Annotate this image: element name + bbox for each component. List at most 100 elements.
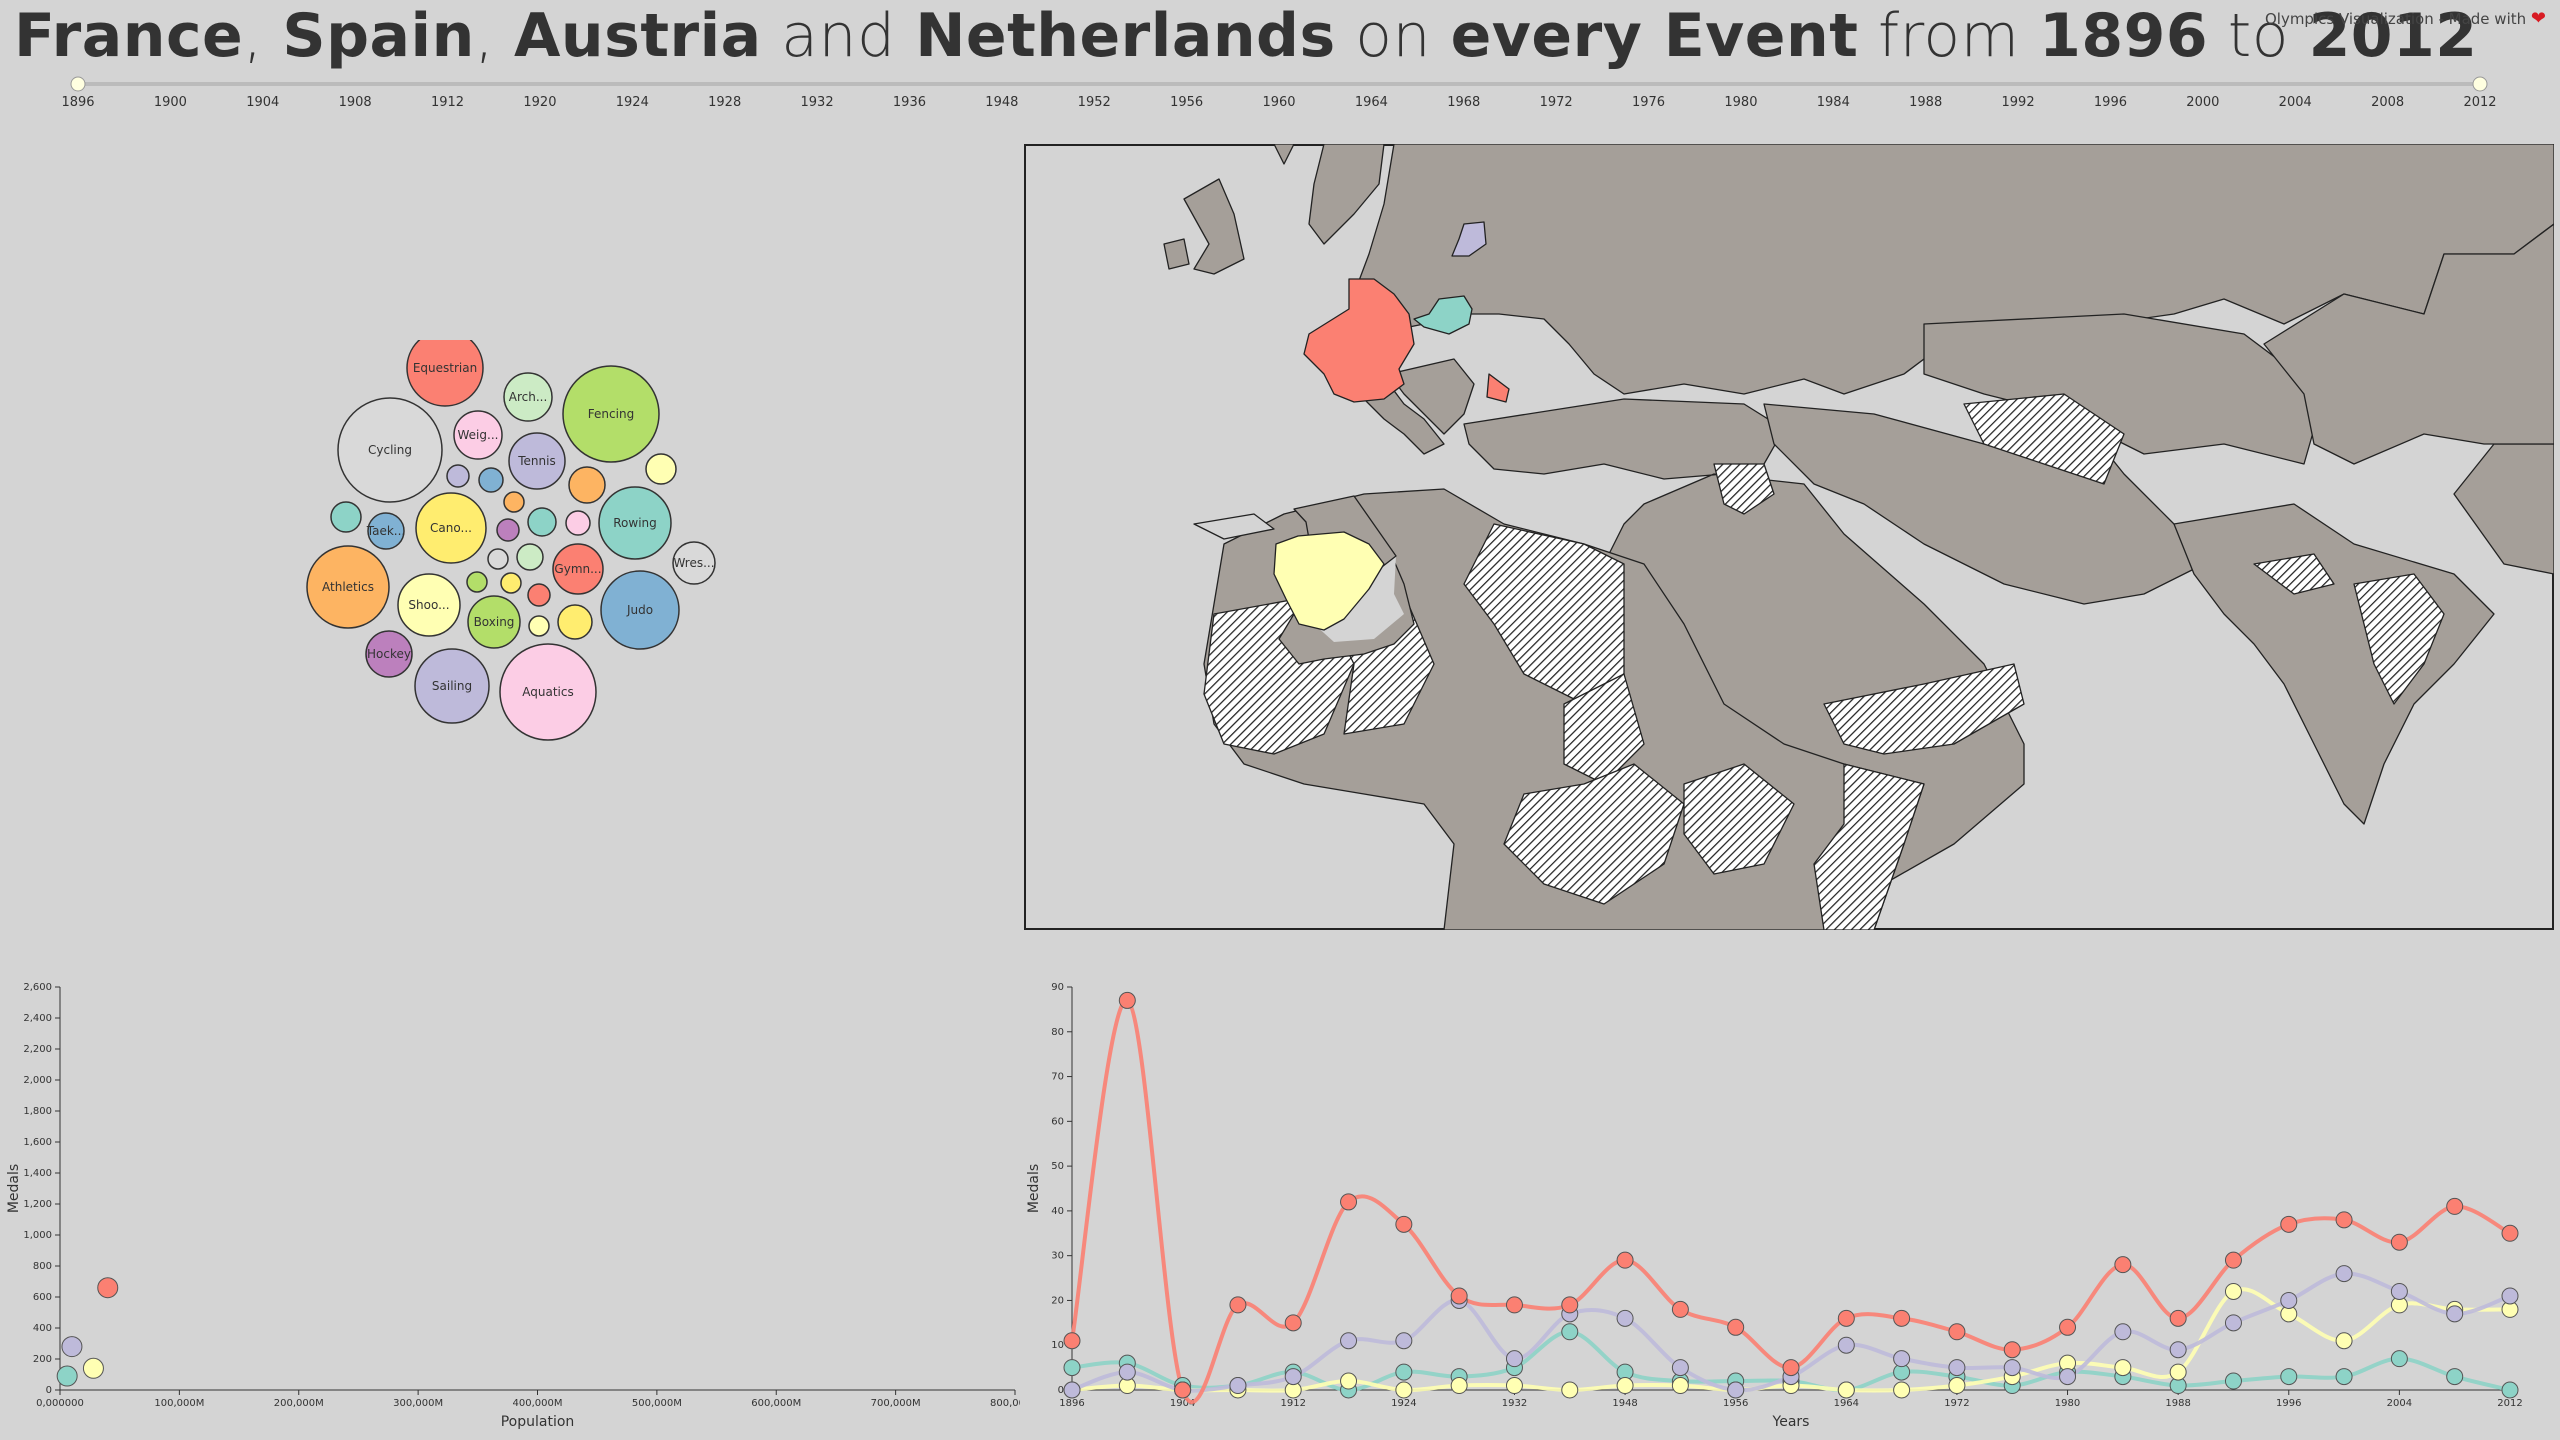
sport-bubble[interactable]	[500, 572, 522, 594]
series-point-netherlands[interactable]	[2446, 1305, 2464, 1323]
sport-bubble-circle[interactable]	[414, 648, 490, 724]
series-point-spain[interactable]	[1671, 1377, 1689, 1395]
sport-bubble-circle[interactable]	[503, 491, 525, 513]
series-point-austria[interactable]	[1063, 1359, 1081, 1377]
series-point-austria[interactable]	[2224, 1372, 2242, 1390]
sport-bubble-circle[interactable]	[306, 545, 390, 629]
sport-bubble-circle[interactable]	[406, 340, 484, 407]
sport-bubble-circle[interactable]	[503, 372, 553, 422]
series-point-austria[interactable]	[1561, 1323, 1579, 1341]
map-country-austria[interactable]	[1413, 295, 1473, 335]
sport-bubble[interactable]: Rowing	[598, 486, 672, 560]
series-point-france[interactable]	[2003, 1341, 2021, 1359]
map-scandinavia[interactable]	[1273, 144, 1385, 245]
series-point-france[interactable]	[2390, 1233, 2408, 1251]
world-map[interactable]	[1024, 144, 2554, 930]
series-point-austria[interactable]	[2501, 1381, 2519, 1399]
sport-bubble[interactable]	[527, 583, 551, 607]
series-point-austria[interactable]	[2280, 1368, 2298, 1386]
map-nodata-yemen[interactable]	[1823, 663, 2025, 755]
series-point-netherlands[interactable]	[1616, 1309, 1634, 1327]
sport-bubble[interactable]	[330, 501, 362, 533]
series-point-spain[interactable]	[1395, 1381, 1413, 1399]
scatter-point-spain[interactable]	[82, 1357, 104, 1379]
series-point-netherlands[interactable]	[1118, 1363, 1136, 1381]
series-point-austria[interactable]	[2390, 1350, 2408, 1368]
sport-bubble-circle[interactable]	[397, 573, 461, 637]
sport-bubble-circle[interactable]	[337, 397, 443, 503]
series-point-france[interactable]	[1782, 1359, 1800, 1377]
series-point-spain[interactable]	[1893, 1381, 1911, 1399]
sport-bubble-circle[interactable]	[516, 543, 544, 571]
series-point-netherlands[interactable]	[2280, 1291, 2298, 1309]
series-point-france[interactable]	[2280, 1215, 2298, 1233]
series-point-spain[interactable]	[1561, 1381, 1579, 1399]
series-point-netherlands[interactable]	[2114, 1323, 2132, 1341]
sport-bubble-circle[interactable]	[557, 604, 593, 640]
series-point-netherlands[interactable]	[2390, 1282, 2408, 1300]
series-point-netherlands[interactable]	[1063, 1381, 1081, 1399]
sport-bubble[interactable]	[503, 491, 525, 513]
map-nodata-chad[interactable]	[1563, 673, 1645, 785]
series-point-netherlands[interactable]	[2003, 1359, 2021, 1377]
scatter-point-france[interactable]	[97, 1277, 119, 1299]
map-east-asia[interactable]	[2263, 223, 2554, 465]
map-nodata-central-africa[interactable]	[1503, 763, 1685, 905]
series-point-netherlands[interactable]	[1395, 1332, 1413, 1350]
map-nodata-india[interactable]	[2253, 553, 2445, 705]
sport-bubble[interactable]: Cycling	[337, 397, 443, 503]
sport-bubble[interactable]	[557, 604, 593, 640]
scatter-point-netherlands[interactable]	[61, 1336, 83, 1358]
sport-bubble[interactable]	[446, 464, 470, 488]
sport-bubble[interactable]	[516, 543, 544, 571]
series-point-netherlands[interactable]	[1727, 1381, 1745, 1399]
sport-bubble[interactable]	[645, 453, 677, 485]
series-point-spain[interactable]	[2335, 1332, 2353, 1350]
scatter-point-austria[interactable]	[56, 1365, 78, 1387]
sport-bubble[interactable]: Sailing	[414, 648, 490, 724]
sport-bubble-circle[interactable]	[467, 595, 521, 649]
series-point-netherlands[interactable]	[1837, 1336, 1855, 1354]
series-point-netherlands[interactable]	[1284, 1368, 1302, 1386]
sport-bubble-circle[interactable]	[527, 507, 557, 537]
map-country-netherlands[interactable]	[1451, 221, 1487, 257]
series-point-netherlands[interactable]	[1340, 1332, 1358, 1350]
sport-bubble[interactable]	[487, 548, 509, 570]
series-point-france[interactable]	[1118, 991, 1136, 1009]
sport-bubble[interactable]	[528, 615, 550, 637]
series-point-france[interactable]	[1340, 1193, 1358, 1211]
sport-bubble-circle[interactable]	[645, 453, 677, 485]
series-point-france[interactable]	[1229, 1296, 1247, 1314]
series-point-france[interactable]	[1284, 1314, 1302, 1332]
map-nodata-turkmenistan[interactable]	[1963, 393, 2125, 485]
series-point-netherlands[interactable]	[2501, 1287, 2519, 1305]
series-point-spain[interactable]	[1340, 1372, 1358, 1390]
series-point-france[interactable]	[2446, 1197, 2464, 1215]
series-point-austria[interactable]	[1395, 1363, 1413, 1381]
sport-bubble[interactable]	[565, 510, 591, 536]
series-point-netherlands[interactable]	[1505, 1350, 1523, 1368]
sport-bubble-circle[interactable]	[528, 615, 550, 637]
series-point-netherlands[interactable]	[1671, 1359, 1689, 1377]
series-point-spain[interactable]	[2169, 1363, 2187, 1381]
series-point-spain[interactable]	[1837, 1381, 1855, 1399]
sport-bubble[interactable]: Tennis	[508, 432, 566, 490]
series-point-netherlands[interactable]	[1948, 1359, 1966, 1377]
series-point-spain[interactable]	[2114, 1359, 2132, 1377]
sport-bubble-circle[interactable]	[415, 492, 487, 564]
map-nodata-ethiopia[interactable]	[1683, 763, 1795, 875]
series-point-spain[interactable]	[1948, 1377, 1966, 1395]
series-point-austria[interactable]	[2335, 1368, 2353, 1386]
series-point-spain[interactable]	[1505, 1377, 1523, 1395]
sport-bubble[interactable]: Cano...	[415, 492, 487, 564]
sport-bubble[interactable]: Weig...	[453, 410, 503, 460]
sport-bubble-circle[interactable]	[496, 518, 520, 542]
sport-bubble[interactable]	[466, 571, 488, 593]
sport-bubble-circle[interactable]	[453, 410, 503, 460]
series-point-france[interactable]	[1948, 1323, 1966, 1341]
sport-bubble[interactable]: Gymn...	[552, 543, 604, 595]
series-point-france[interactable]	[2501, 1224, 2519, 1242]
sport-bubble[interactable]: Hockey	[365, 630, 413, 678]
series-point-france[interactable]	[1174, 1381, 1192, 1399]
map-nodata-somalia[interactable]	[1813, 763, 1925, 930]
